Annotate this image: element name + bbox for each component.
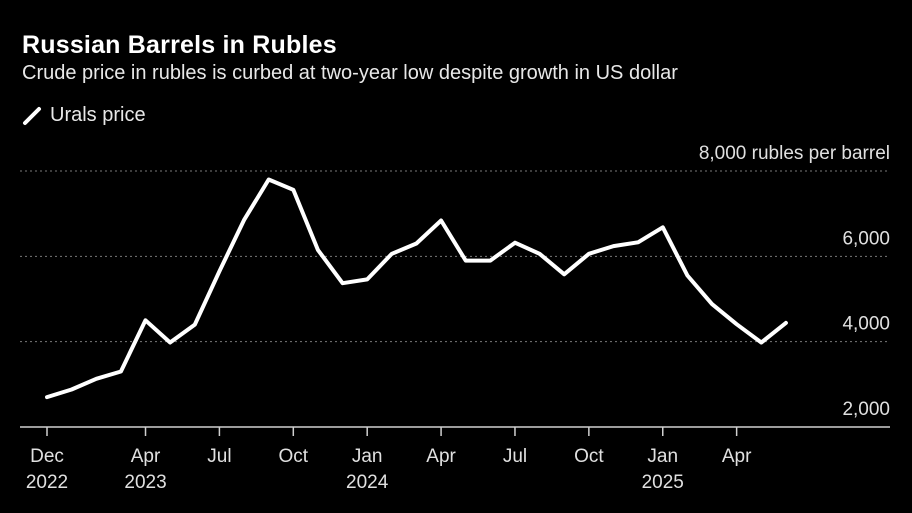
x-tick-label: 2024: [346, 472, 389, 493]
x-tick-label: 2025: [642, 472, 684, 493]
x-tick-label: Dec: [30, 446, 64, 467]
chart-subtitle: Crude price in rubles is curbed at two-y…: [22, 62, 678, 84]
x-tick-label: Oct: [279, 446, 309, 467]
chart-legend: Urals price: [22, 104, 146, 127]
x-tick-label: Oct: [574, 446, 604, 467]
x-tick-label: Apr: [131, 446, 161, 467]
tick-labels: 8,000 rubles per barrel 6,000 4,000 2,000 De…: [26, 143, 890, 493]
series-line-urals-price: [45, 177, 788, 400]
x-tick-label: Apr: [722, 446, 752, 467]
x-tick-label: Jul: [207, 446, 231, 467]
legend-swatch-icon: [23, 106, 41, 125]
grid-layer: [20, 170, 890, 428]
y-tick-label: 4,000: [842, 314, 890, 335]
x-tick-label: Jan: [647, 446, 678, 467]
chart-title: Russian Barrels in Rubles: [22, 31, 337, 59]
x-tick-label: Apr: [426, 446, 456, 467]
x-tick-label: 2022: [26, 472, 68, 493]
x-tick-label: Jul: [503, 446, 527, 467]
legend-label: Urals price: [50, 104, 146, 126]
x-tick-label: Jan: [352, 446, 383, 467]
x-axis: [20, 426, 890, 436]
y-tick-label: 6,000: [842, 228, 890, 249]
series-layer: [45, 177, 788, 400]
x-tick-label: 2023: [124, 472, 166, 493]
y-tick-label: 8,000 rubles per barrel: [699, 143, 890, 164]
y-tick-label: 2,000: [842, 399, 890, 420]
